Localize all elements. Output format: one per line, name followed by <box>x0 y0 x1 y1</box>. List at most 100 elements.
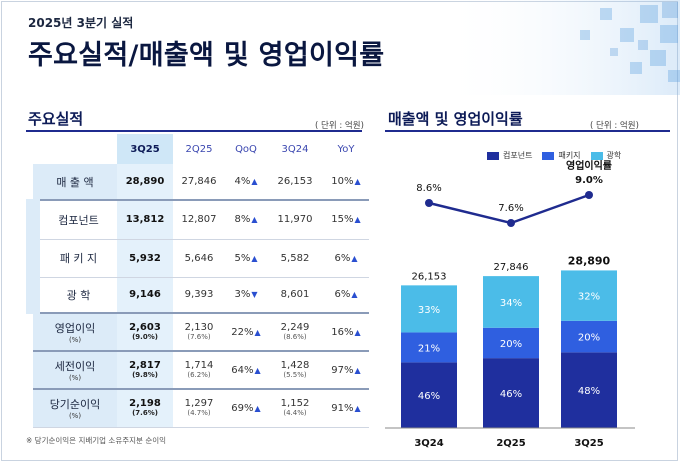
row-name-cell: 세전이익 (%) <box>33 351 117 390</box>
header-3q24: 3Q24 <box>281 143 309 155</box>
cell-value: 13,812 <box>125 214 165 226</box>
table-section-underline <box>26 130 362 132</box>
cell-margin: (5.5%) <box>283 371 307 379</box>
legend-item: 컴포넌트 <box>487 150 532 161</box>
cell-q3: 2,817 (9.8%) <box>117 351 173 390</box>
up-arrow-icon: ▲ <box>254 403 261 413</box>
total-label: 28,890 <box>568 254 611 267</box>
cell-margin: (9.8%) <box>132 371 158 379</box>
cell-qoq: 69%▲ <box>225 389 267 428</box>
cell-qoq: 3%▼ <box>225 277 267 314</box>
bar-segment <box>561 352 617 428</box>
cell-q3: 2,198 (7.6%) <box>117 389 173 428</box>
cell-q2: 9,393 <box>173 277 225 314</box>
row-name: 패 키 지 <box>59 252 98 265</box>
legend-item: 광학 <box>590 150 621 161</box>
bar-segment <box>483 358 539 428</box>
cell-value: 69% <box>231 402 254 414</box>
cell-value: 9,393 <box>184 289 214 301</box>
chart-section-underline <box>385 130 670 132</box>
legend-swatch <box>542 151 555 160</box>
bar-segment <box>561 320 617 353</box>
bar-segment <box>561 270 617 321</box>
segment-label: 48% <box>578 386 600 397</box>
cell-q3: 13,812 <box>117 200 173 240</box>
cell-value: 22% <box>231 326 254 338</box>
up-arrow-icon: ▲ <box>351 253 358 263</box>
cell-margin: (9.0%) <box>132 333 158 341</box>
row-name: 세전이익 <box>54 359 96 373</box>
up-arrow-icon: ▲ <box>354 327 361 337</box>
table-unit: ( 단위 : 억원) <box>315 121 364 131</box>
cell-value: 1,428 <box>280 360 310 371</box>
table-section-title: 주요실적 <box>28 110 84 128</box>
cell-yoy: 10%▲ <box>323 164 369 201</box>
up-arrow-icon: ▲ <box>251 177 258 186</box>
cell-value: 8% <box>234 214 251 226</box>
table-row: 광 학 9,146 9,393 3%▼ 8,601 6%▲ <box>26 277 369 314</box>
row-name-unit: (%) <box>68 335 82 344</box>
cell-q2: 27,846 <box>173 164 225 201</box>
cell-value: 5,582 <box>280 252 310 264</box>
segment-label: 46% <box>500 389 522 400</box>
bar-segment <box>401 285 457 333</box>
cell-qoq: 5%▲ <box>225 239 267 278</box>
segment-label: 34% <box>500 298 522 309</box>
table-row: 패 키 지 5,932 5,646 5%▲ 5,582 6%▲ <box>26 239 369 278</box>
header-2q25: 2Q25 <box>185 143 213 155</box>
cell-qoq: 8%▲ <box>225 200 267 240</box>
cell-value: 1,297 <box>184 398 214 410</box>
cell-q2: 1,714 (6.2%) <box>173 351 225 390</box>
segment-label: 33% <box>418 305 440 316</box>
cell-value: 10% <box>331 176 354 187</box>
table-row: 세전이익 (%) 2,817 (9.8%) 1,714 (6.2%) 64%▲ 1,428 (5… <box>33 351 369 390</box>
margin-label: 8.6% <box>416 183 441 194</box>
cell-value: 2,249 <box>280 322 310 333</box>
cell-margin: (6.2%) <box>187 371 211 379</box>
cell-q3p: 1,428 (5.5%) <box>267 351 323 390</box>
table-row: 매 출 액 28,890 27,846 4%▲ 26,153 10%▲ <box>33 164 369 201</box>
cell-q3: 9,146 <box>117 277 173 314</box>
row-name-cell: 광 학 <box>26 277 117 314</box>
cell-value: 97% <box>331 364 354 376</box>
cell-q3p: 11,970 <box>267 200 323 240</box>
results-table: 3Q25 2Q25 QoQ 3Q24 YoY 매 출 액 28,890 27,846… <box>26 134 369 428</box>
cell-value: 64% <box>231 364 254 376</box>
cell-yoy: 91%▲ <box>323 389 369 428</box>
cell-value: 2,198 <box>129 398 161 410</box>
cell-margin: (4.4%) <box>283 409 307 418</box>
segment-label: 32% <box>578 292 600 303</box>
x-tick-label: 3Q25 <box>574 438 603 449</box>
cell-value: 4% <box>234 176 251 187</box>
row-name-cell: 매 출 액 <box>33 164 117 201</box>
legend-swatch <box>590 151 603 160</box>
cell-yoy: 6%▲ <box>323 239 369 278</box>
up-arrow-icon: ▲ <box>354 177 361 186</box>
total-label: 26,153 <box>412 271 447 282</box>
legend-label: 컴포넌트 <box>503 151 533 160</box>
cell-q3p: 26,153 <box>267 164 323 201</box>
cell-qoq: 64%▲ <box>225 351 267 390</box>
up-arrow-icon: ▲ <box>251 215 258 225</box>
cell-value: 2,817 <box>129 360 161 371</box>
legend-swatch <box>487 151 499 160</box>
page-title: 주요실적/매출액 및 영업이익률 <box>28 40 385 71</box>
margin-series-label: 영업이익률 <box>566 159 612 172</box>
cell-value: 16% <box>331 326 354 338</box>
row-name: 컴포넌트 <box>58 213 99 227</box>
row-name-unit: (%) <box>68 411 82 420</box>
cell-q3p: 1,152 (4.4%) <box>267 389 323 428</box>
cell-value: 1,714 <box>184 360 214 371</box>
chart-section-title: 매출액 및 영업이익률 <box>388 110 523 128</box>
cell-value: 15% <box>331 214 354 226</box>
legend-item: 패키지 <box>542 150 581 161</box>
margin-point <box>585 191 593 199</box>
up-arrow-icon: ▲ <box>254 327 261 337</box>
cell-qoq: 4%▲ <box>225 164 267 201</box>
table-row: 당기순이익 (%) 2,198 (7.6%) 1,297 (4.7%) 69%▲ 1,152(… <box>33 389 369 428</box>
cell-value: 2,130 <box>184 322 214 333</box>
header-3q25: 3Q25 <box>117 134 173 164</box>
bar-segment <box>483 327 539 359</box>
row-name-cell: 패 키 지 <box>26 239 117 278</box>
cell-yoy: 15%▲ <box>323 200 369 240</box>
